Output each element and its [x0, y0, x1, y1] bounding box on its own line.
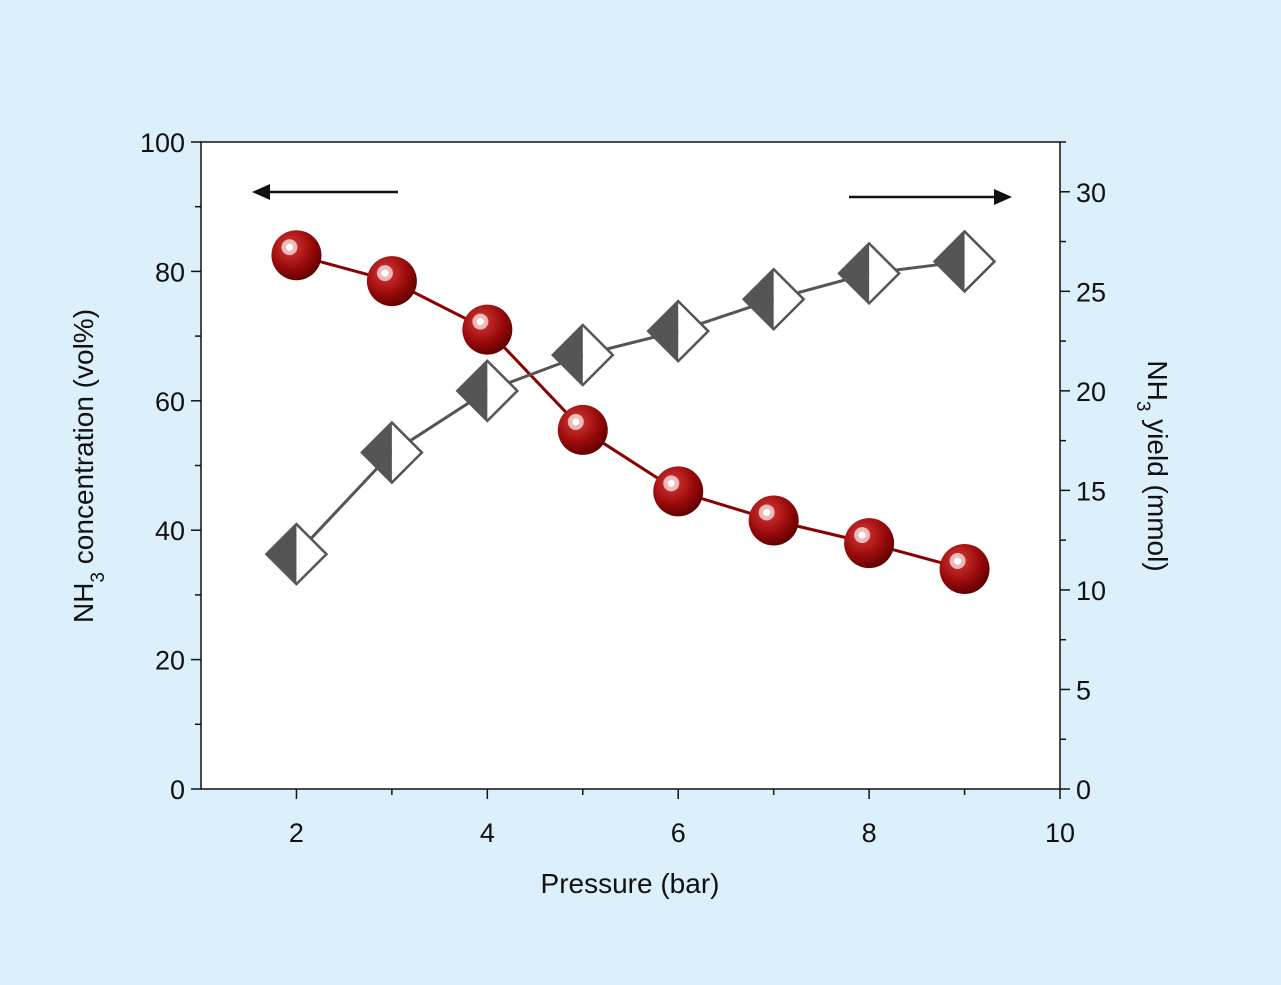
diamond-left-half [839, 243, 870, 304]
sphere-glint [572, 418, 580, 426]
x-axis-label: Pressure (bar) [541, 868, 720, 899]
concentration-point [653, 466, 704, 517]
yield-point [741, 267, 806, 332]
right-axis-label-prefix: NH [1142, 360, 1173, 400]
yield-point [360, 420, 424, 485]
y-right-tick-label: 30 [1076, 178, 1106, 208]
diamond-left-half [648, 301, 679, 362]
concentration-point [844, 518, 895, 569]
diamond-outline [646, 299, 710, 363]
diamond-left-half [934, 231, 965, 292]
right-arrow-head [994, 189, 1012, 205]
left-axis-label-prefix: NH [68, 583, 99, 623]
y-left-tick-label: 40 [155, 516, 185, 546]
diamond-outline [837, 241, 901, 306]
concentration-point [748, 495, 799, 546]
y-left-tick-label: 60 [155, 387, 185, 417]
diamond-right-half [678, 301, 709, 362]
sphere-glint [858, 531, 866, 539]
yield-point [837, 241, 901, 306]
diamond-right-half [582, 325, 613, 386]
diamond-right-half [391, 422, 422, 483]
x-tick-label: 2 [289, 818, 304, 848]
right-axis-label-sub: 3 [1133, 401, 1154, 412]
yield-series [264, 229, 997, 586]
x-tick-label: 6 [671, 818, 686, 848]
plot-area [200, 141, 1061, 790]
y-left-tick-label: 80 [155, 257, 185, 287]
right-axis-label-suffix: yield (mmol) [1142, 411, 1173, 571]
x-tick-label: 8 [862, 818, 877, 848]
diamond-outline [455, 359, 520, 423]
concentration-point [462, 304, 513, 355]
concentration-point [271, 230, 322, 281]
sphere-body [748, 495, 799, 546]
diamond-left-half [361, 422, 392, 483]
diamond-right-half [487, 360, 518, 421]
sphere-glint [381, 269, 389, 277]
sphere-body [939, 544, 990, 595]
left-axis-label-suffix: concentration (vol%) [68, 309, 99, 572]
diamond-right-half [296, 524, 327, 585]
y-right-tick-label: 10 [1076, 576, 1106, 606]
diamond-right-half [964, 231, 995, 292]
yield-point [932, 229, 997, 294]
diamond-left-half [552, 325, 583, 386]
yield-point [264, 522, 329, 586]
yield-point [551, 323, 615, 387]
y-right-tick-label: 15 [1076, 476, 1106, 506]
yield-point [455, 359, 520, 423]
x-tick-label: 10 [1045, 818, 1075, 848]
left-axis-label: NH3 concentration (vol%) [68, 309, 109, 623]
diamond-right-half [869, 243, 900, 304]
y-right-tick-label: 5 [1076, 675, 1091, 705]
y-left-tick-label: 100 [140, 128, 185, 158]
right-axis-label: NH3 yield (mmol) [1133, 360, 1174, 571]
sphere-body [844, 518, 895, 569]
y-left-tick-label: 0 [170, 775, 185, 805]
yield-point [646, 299, 710, 363]
concentration-point [366, 256, 417, 307]
y-left-tick-label: 20 [155, 646, 185, 676]
y-right-tick-label: 25 [1076, 277, 1106, 307]
left-arrow-head [252, 184, 270, 200]
diamond-outline [264, 522, 329, 586]
sphere-glint [285, 243, 293, 251]
diamond-outline [551, 323, 615, 387]
diamond-right-half [773, 269, 804, 330]
sphere-glint [476, 318, 484, 326]
concentration-point [939, 544, 990, 595]
diamond-left-half [457, 360, 488, 421]
sphere-body [653, 466, 704, 517]
left-axis-label-sub: 3 [88, 572, 109, 583]
axis-arrows [252, 184, 1012, 205]
sphere-body [271, 230, 322, 281]
diamond-outline [932, 229, 997, 294]
sphere-glint [667, 479, 675, 487]
concentration-point [557, 404, 608, 455]
x-tick-label: 4 [480, 818, 495, 848]
diamond-left-half [743, 269, 774, 330]
sphere-body [462, 304, 513, 355]
sphere-glint [954, 557, 962, 565]
diamond-left-half [266, 524, 297, 585]
y-right-tick-label: 20 [1076, 377, 1106, 407]
concentration-series [271, 230, 990, 595]
sphere-glint [763, 508, 771, 516]
y-right-tick-label: 0 [1076, 775, 1091, 805]
sphere-body [366, 256, 417, 307]
diamond-outline [741, 267, 806, 332]
diamond-outline [360, 420, 424, 485]
sphere-body [557, 404, 608, 455]
